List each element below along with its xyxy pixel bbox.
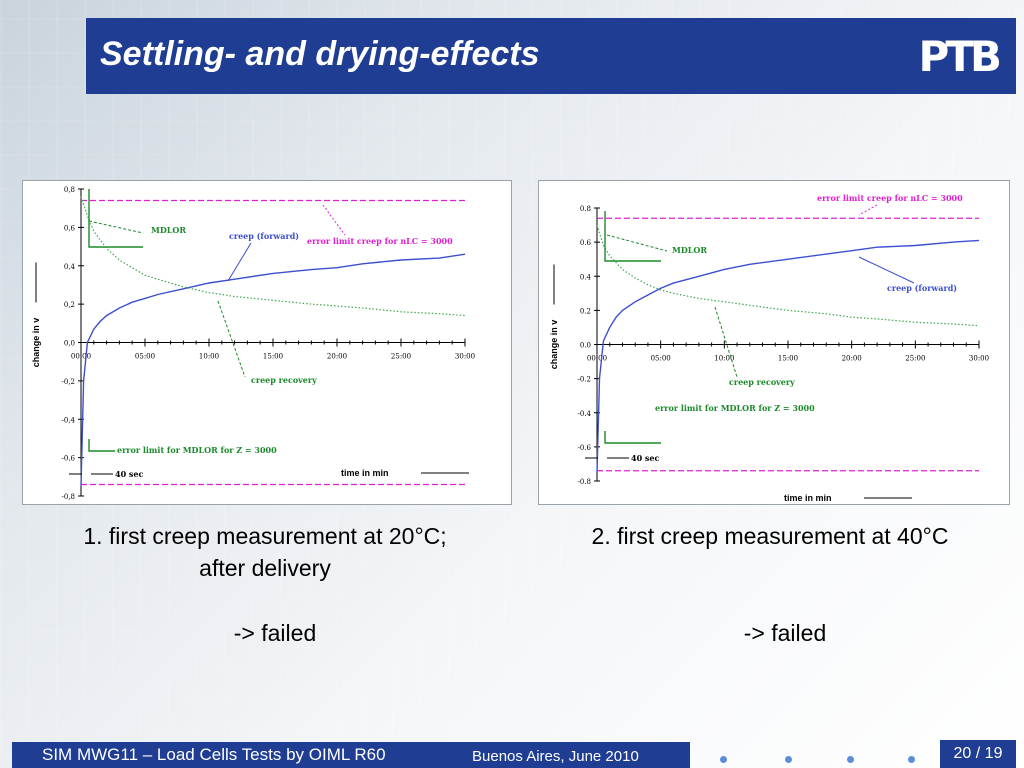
x-tick-label: 05:00: [651, 355, 671, 363]
creep-recovery-line: [596, 224, 980, 327]
footer-title: SIM MWG11 – Load Cells Tests by OIML R60: [42, 745, 386, 764]
error-limit-mdlor-label: error limit for MDLOR for Z = 3000: [117, 445, 277, 455]
y-tick-label: 0,8: [64, 186, 75, 194]
result-2: -> failed: [743, 620, 827, 646]
nlc-leader: [322, 204, 346, 236]
mdlor-label: MDLOR: [672, 245, 707, 255]
title-bar: Settling- and drying-effects PTB: [86, 18, 1016, 94]
page-number: 20 / 19: [940, 740, 1016, 768]
y-tick-label: 0.2: [580, 307, 591, 315]
forty-sec-label: 40 sec: [115, 469, 144, 479]
x-tick-label: 15:00: [778, 355, 798, 363]
y-axis-label: change in v: [31, 318, 41, 368]
recovery-leader: [217, 300, 246, 378]
creep-recovery-line: [80, 196, 466, 317]
footer-dot: [720, 756, 727, 763]
y-tick-label: -0,4: [62, 416, 76, 424]
y-tick-label: 0,4: [64, 263, 76, 271]
creep-recovery-label: creep recovery: [251, 375, 317, 385]
mdlor-marker: [88, 189, 143, 248]
y-tick-label: 0.4: [580, 273, 592, 281]
y-tick-label: 0.0: [580, 342, 591, 350]
error-limit-nlc-label: error limit creep for nLC = 3000: [817, 193, 963, 203]
creep-forward-label: creep (forward): [229, 231, 299, 241]
y-tick-label: 0.6: [580, 239, 592, 247]
x-tick-label: 10:00: [199, 353, 219, 361]
caption-2-line-1: 2. first creep measurement at 40°C: [591, 523, 949, 549]
mdlor-limit-marker: [604, 431, 661, 444]
mdlor-marker: [604, 211, 661, 262]
y-tick-label: -0.4: [578, 410, 592, 418]
x-tick-label: 25:00: [905, 355, 925, 363]
creep-chart-1: 0,8 0,6 0,4 0,2 0,0 -0,2 -0,4 -0,6 -0,8 00:00 05:0…: [31, 186, 475, 501]
caption-1: 1. first creep measurement at 20°C; afte…: [20, 520, 510, 584]
x-tick-label: 25:00: [391, 353, 411, 361]
creep-forward-label: creep (forward): [887, 283, 957, 293]
y-tick-label: 0,2: [64, 301, 75, 309]
x-tick-label: 00:00: [587, 355, 607, 363]
x-axis-label: time in min: [784, 493, 832, 503]
footer-dots: [700, 742, 930, 768]
caption-2: 2. first creep measurement at 40°C: [535, 520, 1005, 552]
creep-chart-2: 0.8 0.6 0.4 0.2 0.0 -0.2 -0.4 -0.6 -0.8 00:00 05:0…: [549, 193, 989, 503]
x-tick-label: 20:00: [327, 353, 347, 361]
result-1: -> failed: [233, 620, 317, 646]
error-limit-nlc-label: error limit creep for nLC = 3000: [307, 236, 453, 246]
y-tick-label: 0.8: [580, 205, 591, 213]
x-tick-label: 30:00: [455, 353, 475, 361]
creep-forward-line: [80, 253, 466, 487]
x-tick-label: 15:00: [263, 353, 283, 361]
ptb-logo: PTB: [918, 32, 1002, 81]
footer-dot: [847, 756, 854, 763]
slide-title: Settling- and drying-effects: [100, 35, 540, 73]
y-tick-label: -0.6: [578, 444, 592, 452]
x-axis-label: time in min: [341, 468, 389, 478]
y-tick-label: -0,8: [62, 493, 76, 501]
forward-leader: [227, 242, 252, 282]
y-tick-label: 0,0: [64, 340, 75, 348]
x-tick-label: 10:00: [714, 355, 734, 363]
x-tick-label: 05:00: [135, 353, 155, 361]
creep-forward-line: [596, 239, 980, 473]
footer-dot: [785, 756, 792, 763]
forward-leader: [858, 256, 915, 284]
x-tick-label: 00:00: [71, 353, 91, 361]
y-tick-label: 0,6: [64, 224, 76, 232]
error-limit-mdlor-label: error limit for MDLOR for Z = 3000: [655, 403, 815, 413]
mdlor-leader: [606, 234, 668, 252]
chart-panel-1: 0,8 0,6 0,4 0,2 0,0 -0,2 -0,4 -0,6 -0,8 00:00 05:0…: [22, 180, 512, 505]
creep-recovery-label: creep recovery: [729, 377, 795, 387]
mdlor-limit-marker: [88, 439, 115, 452]
x-tick-label: 20:00: [842, 355, 862, 363]
y-tick-label: -0.8: [578, 478, 592, 486]
mdlor-label: MDLOR: [151, 225, 186, 235]
x-tick-label: 30:00: [969, 355, 989, 363]
recovery-leader: [714, 306, 738, 378]
footer-bar: SIM MWG11 – Load Cells Tests by OIML R60…: [12, 742, 690, 768]
y-tick-label: -0,2: [62, 378, 76, 386]
y-axis-label: change in v: [549, 320, 559, 370]
nlc-leader: [858, 204, 878, 216]
y-tick-label: -0,6: [62, 455, 76, 463]
mdlor-leader: [88, 220, 144, 234]
chart-panel-2: 0.8 0.6 0.4 0.2 0.0 -0.2 -0.4 -0.6 -0.8 00:00 05:0…: [538, 180, 1010, 505]
caption-1-line-2: after delivery: [199, 555, 331, 581]
forty-sec-label: 40 sec: [631, 453, 660, 463]
caption-1-line-1: 1. first creep measurement at 20°C;: [83, 523, 447, 549]
footer-dot: [908, 756, 915, 763]
y-tick-label: -0.2: [578, 376, 592, 384]
footer-location-date: Buenos Aires, June 2010: [472, 748, 639, 765]
